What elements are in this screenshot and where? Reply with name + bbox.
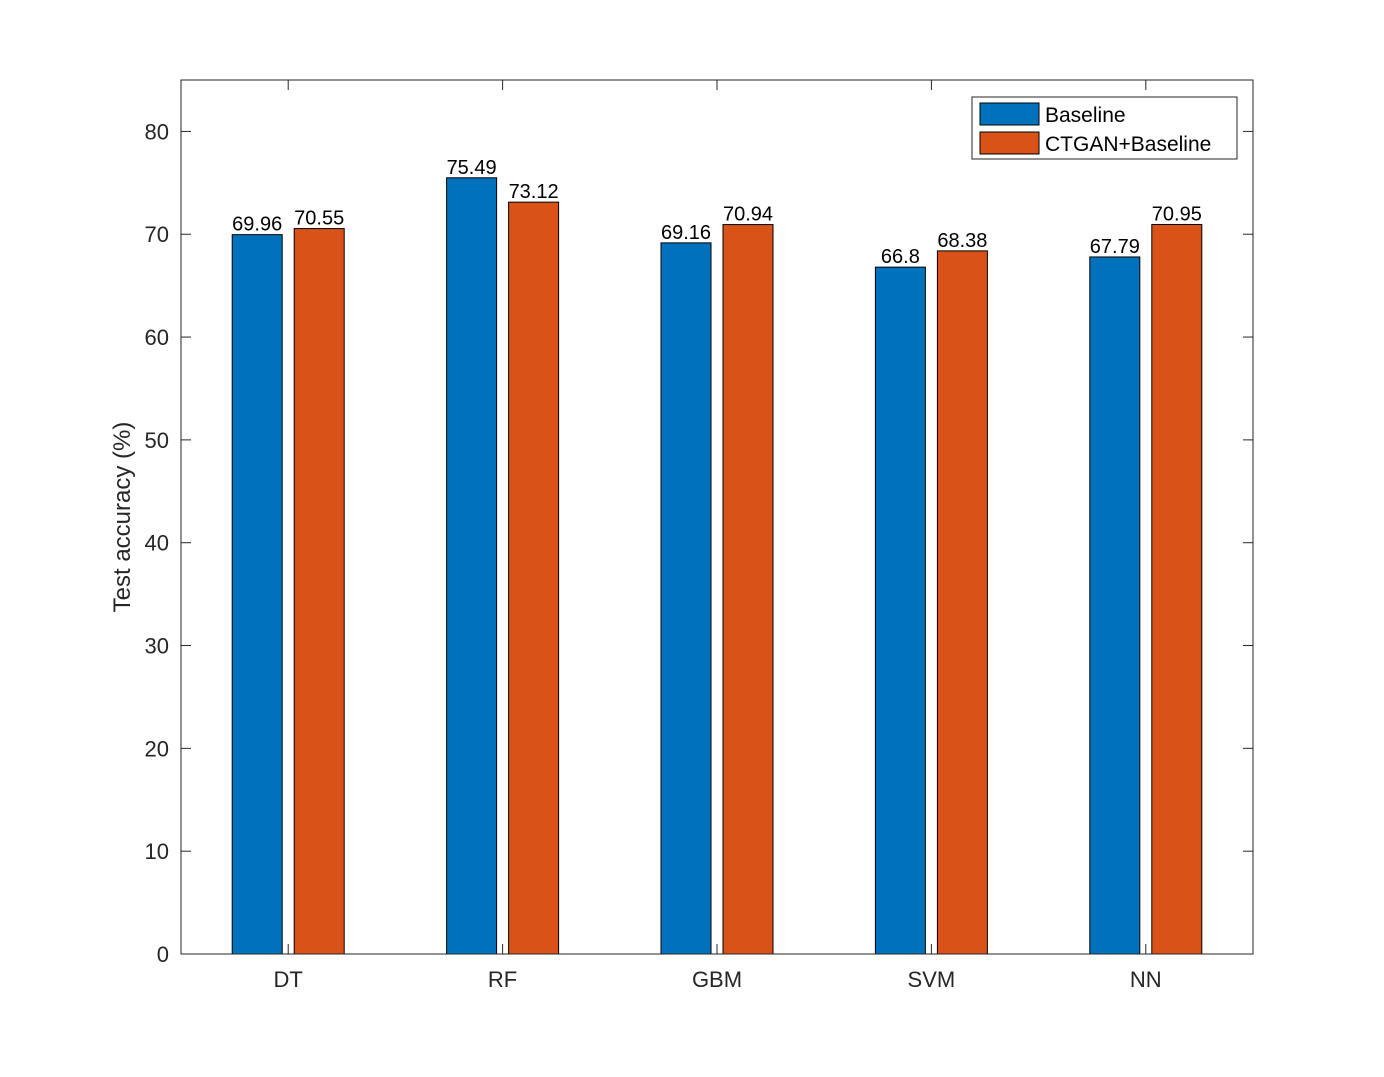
bar-baseline-dt bbox=[231, 234, 283, 955]
data-label-baseline-nn: 67.79 bbox=[1090, 236, 1140, 258]
data-labels-group: 69.96 70.55 75.49 73.12 69.16 70.94 66.8 68.38 6… bbox=[232, 157, 1202, 268]
data-label-ctgan-baseline-rf: 73.12 bbox=[509, 181, 559, 203]
bar-ctgan-baseline-dt bbox=[293, 228, 345, 955]
data-label-baseline-rf: 75.49 bbox=[447, 157, 497, 179]
y-tick-label-20: 20 bbox=[145, 736, 169, 761]
bar-baseline-gbm bbox=[660, 242, 712, 955]
bar-ctgan-baseline-nn bbox=[1151, 223, 1203, 955]
x-tick-label-nn: NN bbox=[1130, 967, 1162, 992]
bars-group bbox=[231, 177, 1203, 955]
plot-area bbox=[181, 80, 1253, 954]
data-label-ctgan-baseline-dt: 70.55 bbox=[294, 208, 344, 230]
legend-swatch-baseline bbox=[979, 102, 1040, 126]
ticks-group: DT RF GBM SVM NN 0 10 20 30 40 50 60 70 80 bbox=[145, 80, 1253, 992]
y-tick-label-40: 40 bbox=[145, 531, 169, 556]
legend-label-ctgan-baseline: CTGAN+Baseline bbox=[1045, 133, 1211, 156]
y-tick-label-0: 0 bbox=[157, 942, 169, 967]
y-tick-label-60: 60 bbox=[145, 325, 169, 350]
bar-ctgan-baseline-svm bbox=[936, 250, 988, 955]
x-tick-label-rf: RF bbox=[488, 967, 517, 992]
x-tick-label-dt: DT bbox=[274, 967, 303, 992]
data-label-baseline-dt: 69.96 bbox=[232, 214, 282, 236]
data-label-ctgan-baseline-gbm: 70.94 bbox=[723, 204, 773, 226]
y-tick-label-80: 80 bbox=[145, 119, 169, 144]
y-tick-label-10: 10 bbox=[145, 839, 169, 864]
x-tick-label-gbm: GBM bbox=[692, 967, 742, 992]
data-label-ctgan-baseline-nn: 70.95 bbox=[1152, 203, 1202, 225]
bar-baseline-svm bbox=[874, 266, 926, 955]
y-tick-label-30: 30 bbox=[145, 634, 169, 659]
y-tick-label-50: 50 bbox=[145, 428, 169, 453]
bar-baseline-nn bbox=[1089, 256, 1141, 955]
legend-swatch-ctgan-baseline bbox=[979, 131, 1040, 155]
data-label-baseline-gbm: 69.16 bbox=[661, 222, 711, 244]
data-label-ctgan-baseline-svm: 68.38 bbox=[937, 230, 987, 252]
data-label-baseline-svm: 66.8 bbox=[881, 246, 920, 268]
bar-ctgan-baseline-gbm bbox=[722, 224, 774, 955]
bar-baseline-rf bbox=[446, 177, 498, 955]
legend: Baseline CTGAN+Baseline bbox=[971, 96, 1238, 160]
y-tick-label-70: 70 bbox=[145, 222, 169, 247]
legend-label-baseline: Baseline bbox=[1045, 104, 1126, 127]
axes-box bbox=[180, 79, 1254, 955]
bar-ctgan-baseline-rf bbox=[508, 201, 560, 955]
y-axis-label: Test accuracy (%) bbox=[109, 422, 136, 613]
x-tick-label-svm: SVM bbox=[908, 967, 956, 992]
